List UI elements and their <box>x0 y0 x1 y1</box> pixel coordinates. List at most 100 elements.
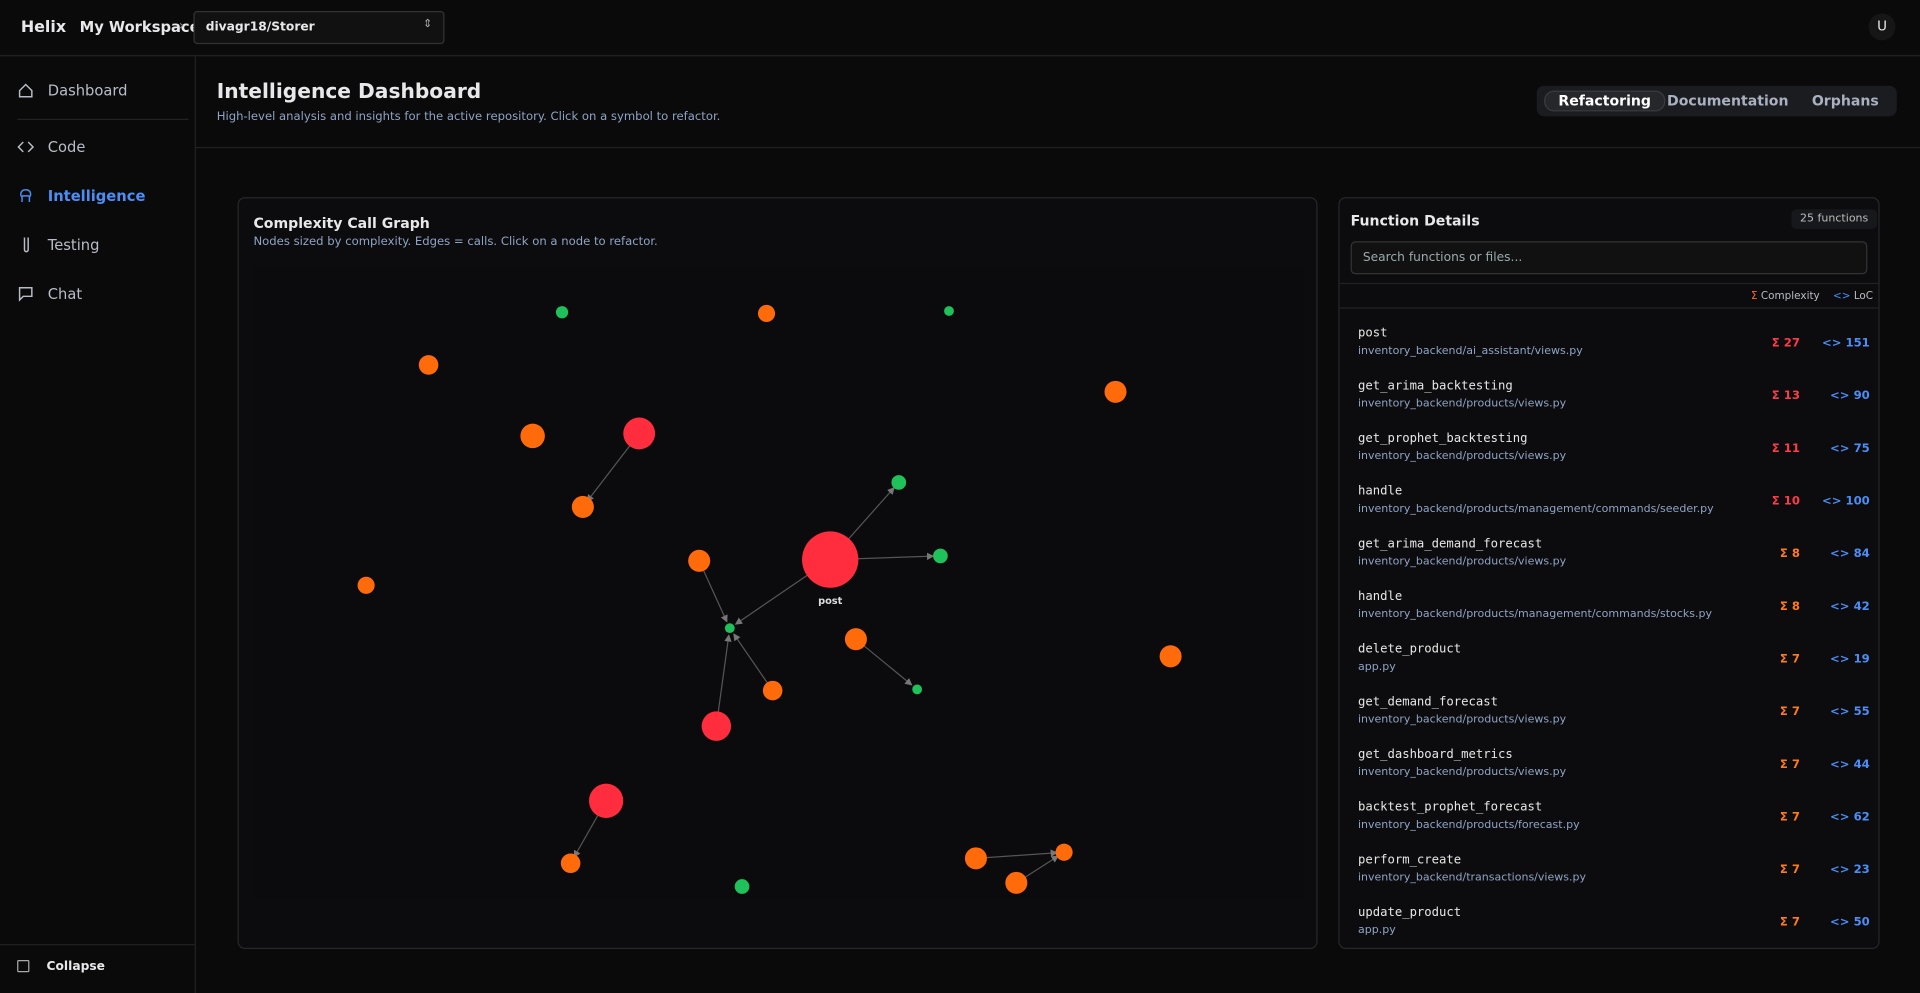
function-node[interactable] <box>1159 645 1182 668</box>
function-node[interactable] <box>734 879 750 894</box>
count-badge: 25 functions <box>1791 209 1877 229</box>
function-row[interactable]: handle inventory_backend/products/managem… <box>1340 584 1879 637</box>
function-node[interactable] <box>1055 843 1073 861</box>
loc-value: 44 <box>1853 757 1870 772</box>
call-graph: post <box>253 266 1303 899</box>
function-row[interactable]: backtest_prophet_forecast inventory_backe… <box>1340 795 1879 848</box>
nav-label: Intelligence <box>47 187 146 205</box>
function-name: get_arima_backtesting <box>1357 379 1513 394</box>
col-label: LoC <box>1853 290 1874 303</box>
page-subtitle: High-level analysis and insights for the… <box>216 110 721 124</box>
function-row[interactable]: get_prophet_backtesting inventory_backend… <box>1340 426 1879 479</box>
function-node[interactable] <box>688 549 711 572</box>
complexity: Σ 13 <box>1771 389 1800 403</box>
function-name: backtest_prophet_forecast <box>1357 800 1543 815</box>
complexity-value: 10 <box>1783 494 1800 509</box>
complexity: Σ 8 <box>1779 547 1800 561</box>
complexity-value: 7 <box>1791 863 1800 877</box>
function-row[interactable]: get_arima_demand_forecast inventory_backe… <box>1340 531 1879 584</box>
complexity-value: 7 <box>1791 705 1800 719</box>
function-node[interactable] <box>571 495 594 518</box>
complexity-value: 11 <box>1783 442 1800 456</box>
graph-title: Complexity Call Graph <box>253 214 430 232</box>
graph-subtitle: Nodes sized by complexity. Edges = calls… <box>253 235 658 249</box>
function-file: app.py <box>1357 924 1396 937</box>
nav-item[interactable]: Dashboard <box>17 82 127 99</box>
function-node[interactable] <box>964 847 987 870</box>
function-node[interactable] <box>933 548 948 564</box>
loc-value: 84 <box>1853 547 1870 561</box>
function-name: get_arima_demand_forecast <box>1357 537 1543 552</box>
col-label: Complexity <box>1760 290 1820 303</box>
function-node[interactable] <box>1104 380 1127 403</box>
function-node[interactable] <box>623 417 656 450</box>
function-node[interactable] <box>701 711 732 741</box>
collapse[interactable]: Collapse <box>17 960 105 973</box>
search-placeholder: Search functions or files... <box>1362 251 1523 265</box>
function-name: handle <box>1357 590 1403 604</box>
nav-label: Testing <box>47 236 100 254</box>
function-node[interactable] <box>757 304 776 323</box>
loc-header[interactable]: <> LoC <box>1833 290 1874 303</box>
function-row[interactable]: perform_create inventory_backend/transact… <box>1340 847 1879 900</box>
search-input[interactable]: Search functions or files... <box>1350 241 1868 275</box>
nav-item[interactable]: Testing <box>17 236 99 253</box>
function-node[interactable] <box>418 355 439 375</box>
function-row[interactable]: post inventory_backend/ai_assistant/views… <box>1340 321 1879 374</box>
function-name: get_prophet_backtesting <box>1357 432 1528 446</box>
avatar[interactable]: U <box>1868 13 1896 41</box>
function-list: post inventory_backend/ai_assistant/views… <box>1340 321 1879 948</box>
function-name: delete_product <box>1357 642 1462 657</box>
nav-item[interactable]: Code <box>17 138 86 156</box>
function-node[interactable] <box>802 531 859 588</box>
function-row[interactable]: update_product app.py Σ 7 <> 50 <box>1340 900 1879 948</box>
tab[interactable]: Orphans <box>1811 91 1879 109</box>
repo-select[interactable]: divagr18/Storer ⇕ <box>193 11 445 45</box>
nav-item[interactable]: Chat <box>17 285 82 302</box>
function-file: inventory_backend/products/views.py <box>1357 713 1567 727</box>
nav-item[interactable]: Intelligence <box>17 187 145 204</box>
nav-icon <box>23 237 29 253</box>
complexity-value: 27 <box>1783 336 1800 351</box>
brand[interactable]: Helix <box>20 18 67 37</box>
function-node[interactable] <box>762 680 783 701</box>
complexity-value: 7 <box>1791 757 1800 772</box>
function-row[interactable]: get_arima_backtesting inventory_backend/p… <box>1340 373 1879 426</box>
tab[interactable]: Refactoring <box>1544 90 1666 112</box>
function-node[interactable] <box>844 628 867 651</box>
complexity-header[interactable]: Σ Complexity <box>1751 290 1820 303</box>
sidebar: Dashboard Code Intelligence Testing Chat Col… <box>0 56 196 993</box>
function-node[interactable] <box>944 306 954 316</box>
function-node[interactable] <box>912 684 923 695</box>
loc-value: 62 <box>1853 810 1870 825</box>
function-row[interactable]: get_demand_forecast inventory_backend/pro… <box>1340 689 1879 742</box>
complexity: Σ 11 <box>1771 442 1800 456</box>
function-node[interactable] <box>724 623 735 634</box>
loc-value: 151 <box>1845 336 1870 351</box>
function-name: post <box>1357 326 1388 341</box>
loc: <> 100 <box>1821 494 1870 509</box>
function-row[interactable]: handle inventory_backend/products/managem… <box>1340 479 1879 532</box>
top-bar: Helix My Workspace › divagr18/Storer ⇕ U <box>0 0 1920 57</box>
nav-icon <box>20 189 32 203</box>
nav-label: Code <box>47 138 86 156</box>
loc: <> 151 <box>1821 336 1870 351</box>
function-name: perform_create <box>1357 853 1462 867</box>
complexity: Σ 27 <box>1771 336 1800 351</box>
workspace[interactable]: My Workspace <box>79 18 200 36</box>
function-node[interactable] <box>555 306 569 319</box>
function-row[interactable]: get_dashboard_metrics inventory_backend/p… <box>1340 742 1879 795</box>
function-node[interactable] <box>588 783 624 818</box>
function-node[interactable] <box>891 475 907 490</box>
details-title: Function Details <box>1350 211 1480 229</box>
function-node[interactable] <box>560 853 581 874</box>
node-label: post <box>818 596 843 607</box>
tab[interactable]: Documentation <box>1667 91 1789 109</box>
function-row[interactable]: delete_product app.py Σ 7 <> 19 <box>1340 637 1879 690</box>
function-node[interactable] <box>1005 871 1028 894</box>
complexity-value: 8 <box>1791 600 1800 614</box>
loc: <> 19 <box>1830 652 1870 667</box>
function-node[interactable] <box>520 423 545 449</box>
function-name: get_demand_forecast <box>1357 695 1499 709</box>
function-node[interactable] <box>357 576 375 594</box>
